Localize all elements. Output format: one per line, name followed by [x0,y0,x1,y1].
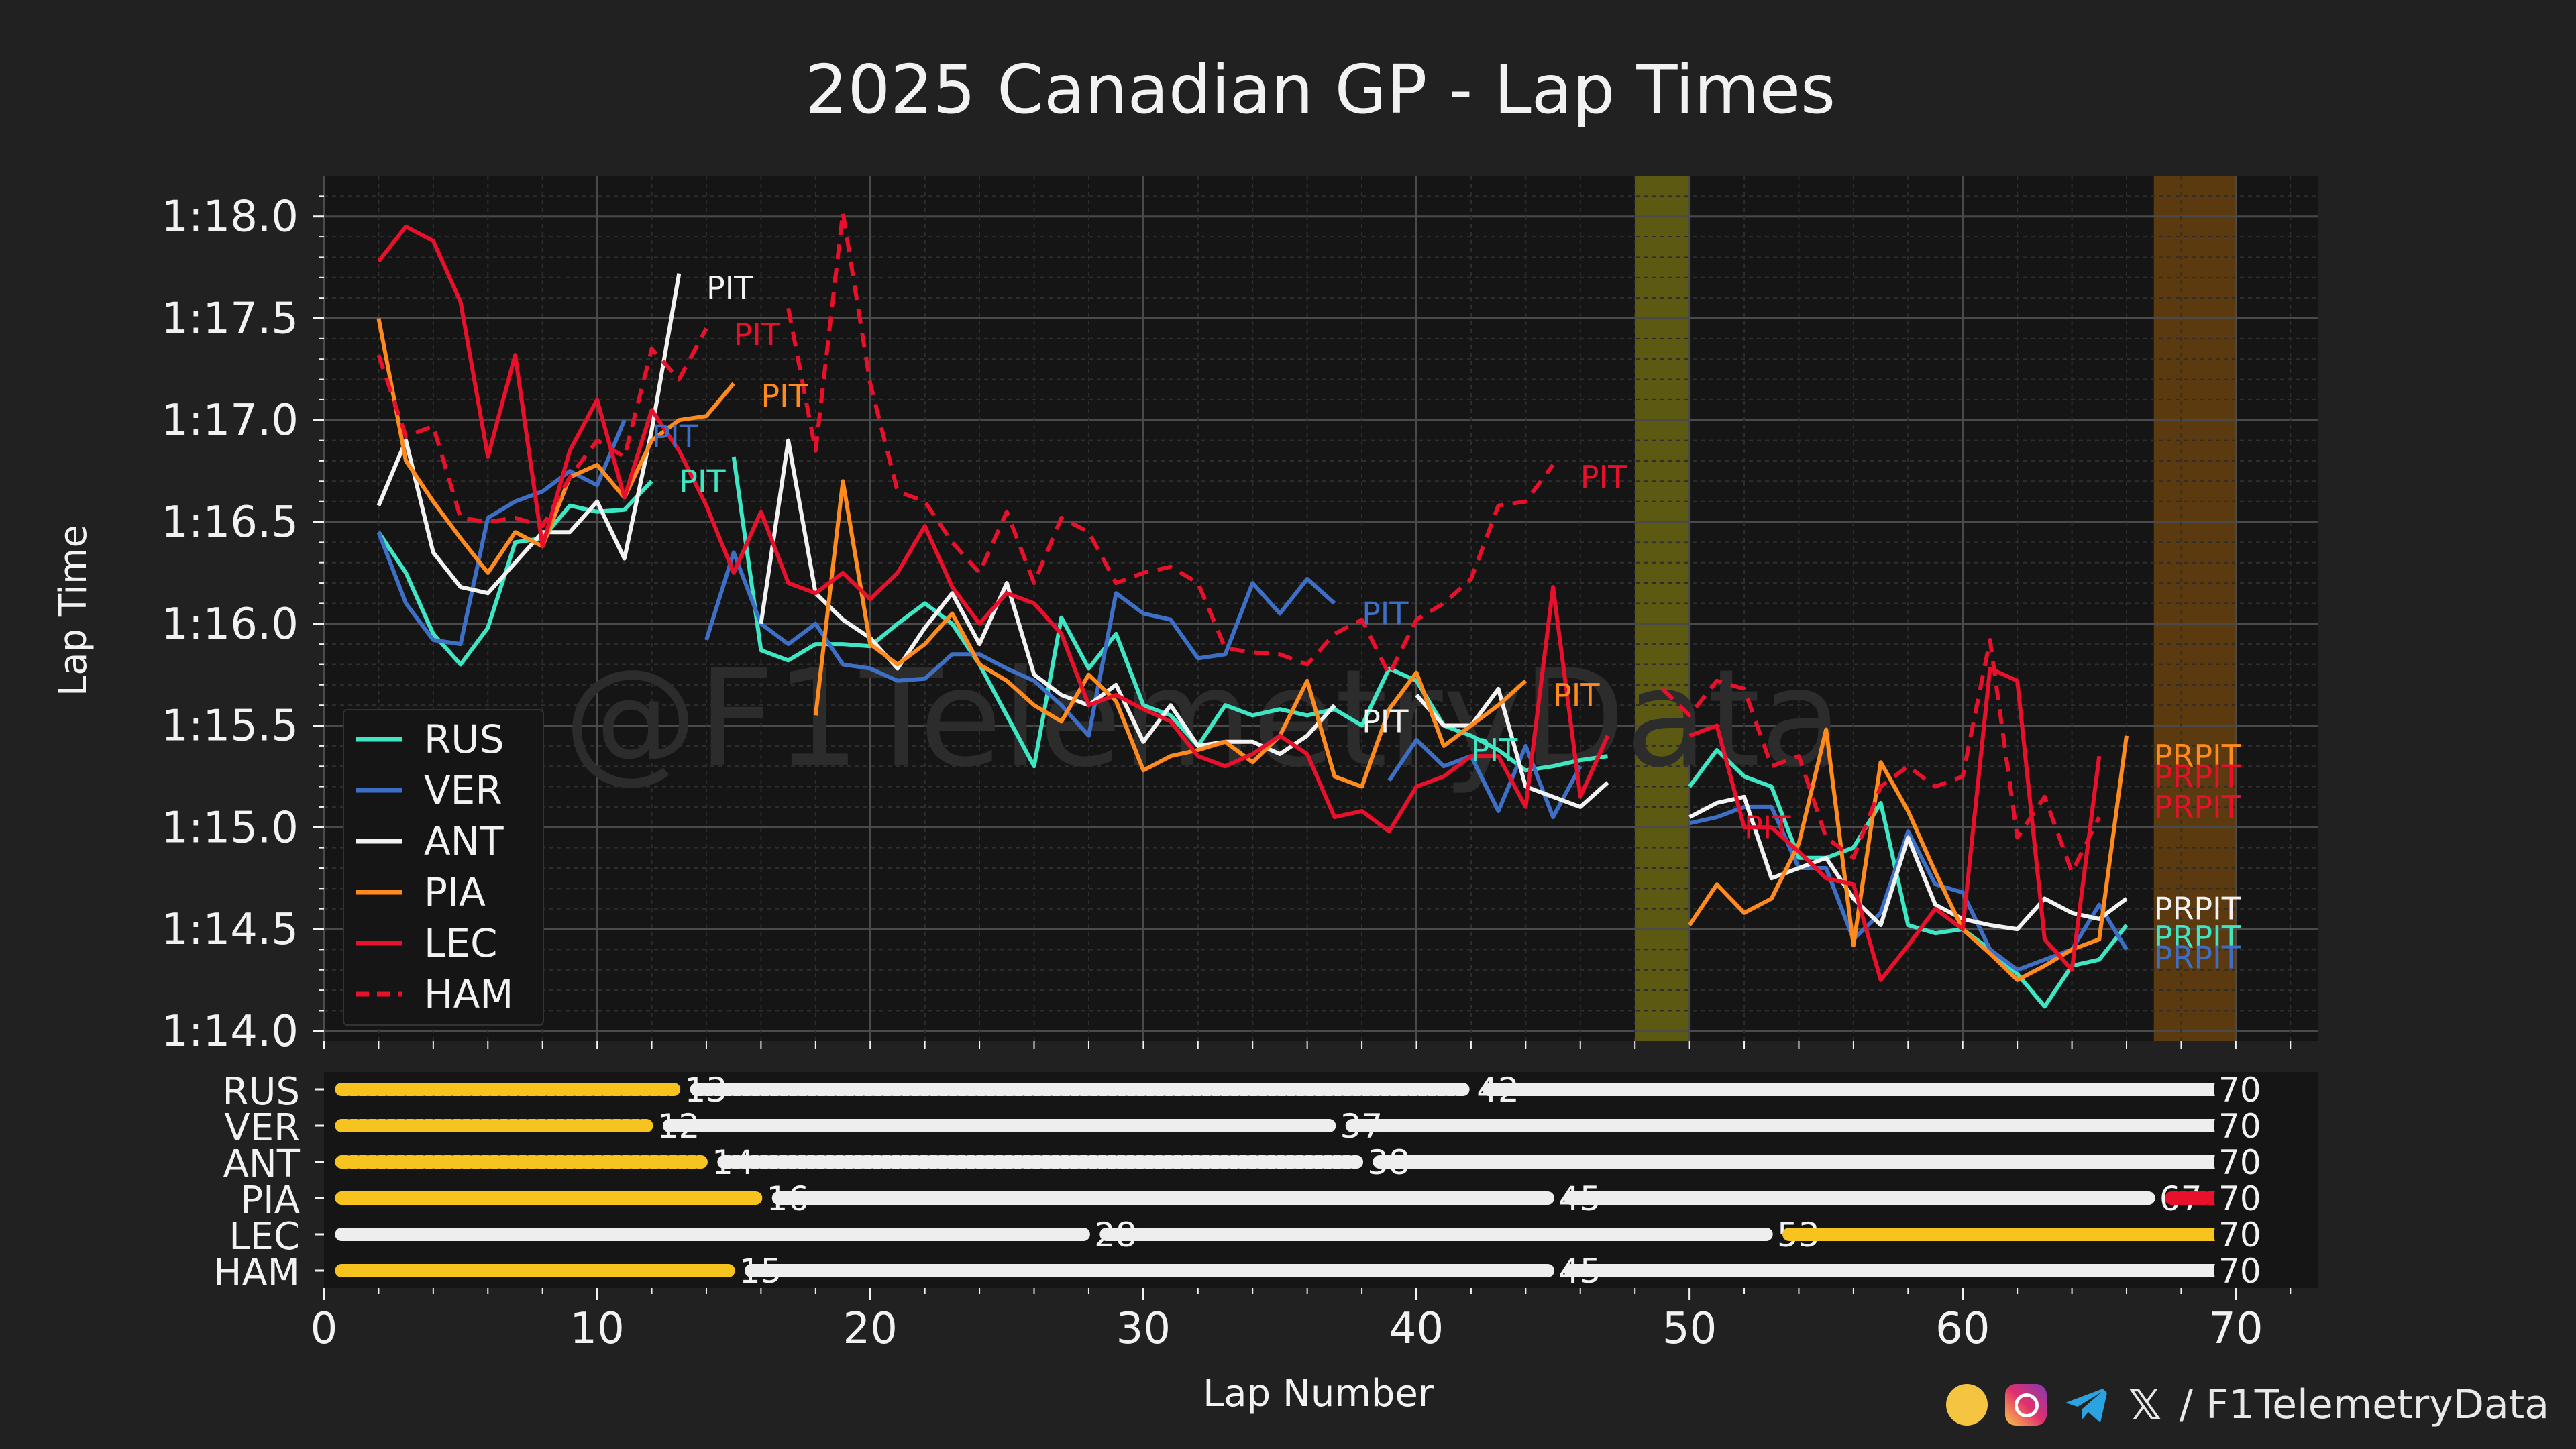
pit-label-ver: PIT [652,419,699,455]
legend-label-ant: ANT [424,818,504,864]
stint-end-lap-ver-2: 70 [2218,1107,2261,1146]
x-tick-label: 70 [2208,1304,2263,1354]
stint-end-lap-pia-3: 70 [2218,1179,2261,1218]
stint-driver-pia: PIA [240,1179,300,1222]
stint-end-lap-ham-2: 70 [2218,1252,2261,1291]
x-axis: 0 10 20 30 40 50 60 70 [311,1041,2292,1354]
stint-end-lap-lec-2: 70 [2218,1216,2261,1254]
legend: RUS VER ANT PIA LEC HAM [343,709,544,1026]
y-tick-label: 1:17.0 [161,396,299,445]
coffee-icon[interactable] [1945,1384,1988,1426]
pit-label-ant: PIT [706,270,753,306]
stint-label-bg [2214,1217,2265,1252]
x-tick-label: 50 [1662,1304,1717,1354]
tyre-stints: RUS134270VER123770ANT143870PIA16456770LE… [213,1070,2265,1295]
y-tick-label: 1:14.0 [161,1007,299,1057]
pit-label-ver: PRPIT [2154,940,2241,976]
series-line-ver-0 [376,419,627,647]
pit-label-rus: PIT [679,463,726,499]
stint-driver-ham: HAM [213,1251,300,1295]
series-line-ham-2 [1660,638,2101,875]
flag-period-0 [1635,176,1690,1041]
pit-label-ham: PIT [734,317,781,353]
pit-label-lec: PIT [1744,809,1791,845]
x-tick-label: 60 [1935,1304,1990,1354]
series-line-ant-0 [376,273,682,596]
stint-plot-area [324,1072,2318,1288]
series-line-ham-1 [786,210,1555,677]
x-tick-label: 10 [570,1304,624,1354]
x-tick-label: 30 [1116,1304,1171,1354]
stint-label-bg [2214,1253,2265,1288]
pit-label-ham: PIT [1580,459,1627,495]
watermark: @F1TelemetryData [564,641,1843,797]
series-line-rus-0 [376,480,653,667]
series-line-ver-3 [1688,804,2129,972]
series-line-ant-3 [1688,794,2128,932]
y-axis-label: Lap Time [52,525,95,696]
flag-periods [1635,176,2236,1041]
main-plot-area [324,176,2318,1041]
pit-label-pia: PIT [1553,677,1600,713]
legend-label-rus: RUS [424,716,504,762]
y-tick-label: 1:14.5 [161,905,299,955]
pit-label-ant: PIT [1362,703,1409,739]
series-line-pia-2 [1688,727,2129,982]
series-line-ant-1 [759,438,1336,756]
x-axis-label: Lap Number [1203,1372,1434,1415]
footer: 𝕏 / F1TelemetryData [1945,1378,2549,1432]
legend-label-lec: LEC [424,920,497,966]
stint-driver-ver: VER [224,1106,300,1150]
pit-label-rus: PIT [1471,732,1518,768]
y-tick-label: 1:16.0 [161,600,299,649]
telegram-icon[interactable] [2064,1384,2111,1426]
pit-label-lec: PRPIT [2154,789,2241,825]
stint-driver-ant: ANT [223,1142,301,1186]
y-tick-label: 1:15.0 [161,803,299,853]
series-line-lec-0 [377,224,1610,834]
series-lines [376,210,2129,1009]
legend-label-ver: VER [424,767,502,813]
social-handle[interactable]: / F1TelemetryData [2179,1381,2549,1428]
y-tick-label: 1:18.0 [161,193,299,242]
legend-label-ham: HAM [424,971,513,1017]
y-tick-label: 1:15.5 [161,702,299,751]
pit-label-ham: PRPIT [2154,758,2241,794]
y-tick-label: 1:16.5 [161,498,299,547]
stint-label-bg [2214,1108,2265,1143]
stint-label-bg [2214,1181,2265,1216]
y-tick-label: 1:17.5 [161,294,299,343]
x-icon[interactable]: 𝕏 [2128,1380,2162,1430]
series-line-ant-2 [1415,686,1609,809]
pit-label-pia: PIT [761,378,808,414]
pit-label-pia: PRPIT [2154,738,2241,774]
pit-label-rus: PRPIT [2154,919,2241,955]
stint-label-bg [2214,1144,2265,1179]
series-line-lec-1 [1688,666,2102,982]
legend-label-pia: PIA [424,869,486,915]
chart-title: 2025 Canadian GP - Lap Times [805,50,1835,129]
stint-driver-lec: LEC [229,1215,300,1258]
flag-period-1 [2153,176,2236,1041]
pit-labels: PIT PIT PRPIT PIT PIT PRPIT PIT PIT PRPIT PIT PIT P… [652,270,2241,976]
instagram-icon[interactable] [2004,1384,2047,1426]
series-line-rus-2 [1688,748,2129,1009]
pit-label-ant: PRPIT [2154,891,2241,927]
stint-end-lap-ant-2: 70 [2218,1143,2261,1182]
x-tick-label: 0 [311,1304,338,1354]
series-line-pia-0 [376,317,736,575]
stint-driver-rus: RUS [223,1070,300,1114]
y-axis: 1:18.0 1:17.5 1:17.0 1:16.5 1:16.0 1:15.5 1:15… [161,193,324,1057]
x-tick-label: 20 [843,1304,898,1354]
series-line-ham-0 [376,327,708,529]
series-line-ver-2 [1387,737,1582,820]
stint-end-lap-rus-2: 70 [2218,1071,2261,1110]
series-line-pia-1 [813,479,1527,789]
series-line-ver-1 [704,550,1336,738]
stint-label-bg [2214,1072,2265,1107]
pit-label-ver: PIT [1362,596,1409,632]
x-tick-label: 40 [1389,1304,1444,1354]
